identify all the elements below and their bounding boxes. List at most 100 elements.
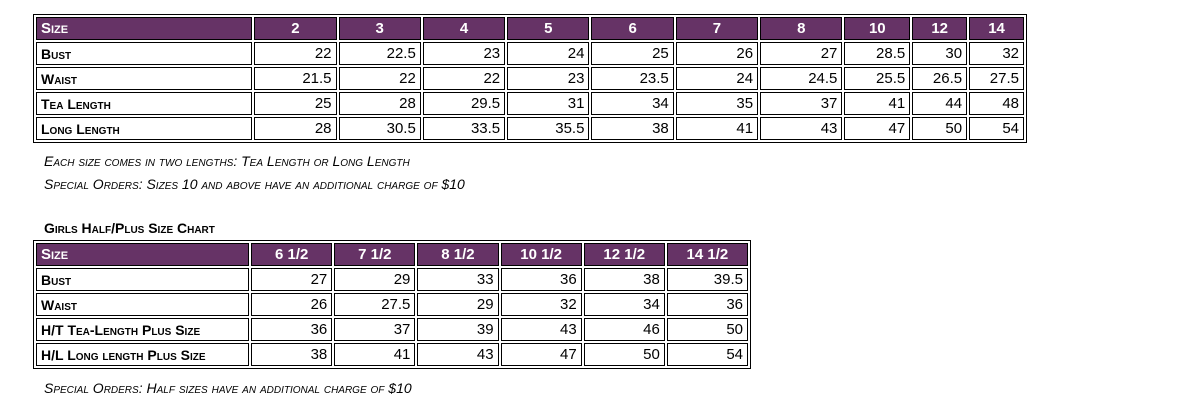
cell-value: 54	[969, 117, 1024, 140]
cell-value: 41	[675, 117, 759, 140]
cell-value: 29.5	[422, 92, 506, 115]
cell-value: 47	[844, 117, 911, 140]
row-label: Bust	[36, 42, 253, 65]
cell-value: 25	[254, 92, 337, 115]
cell-value: 36	[666, 293, 748, 316]
cell-value: 46	[583, 318, 665, 341]
cell-value: 33	[417, 268, 499, 291]
table-row: H/T Tea-Length Plus Size 36 37 39 43 46 50	[36, 318, 748, 341]
row-label: Long Length	[36, 117, 253, 140]
header-size-4: 5	[507, 17, 590, 40]
header-row: Size 6 1/2 7 1/2 8 1/2 10 1/2 12 1/2 14 1/2	[36, 243, 748, 266]
cell-value: 30.5	[338, 117, 421, 140]
cell-value: 27.5	[334, 293, 416, 316]
header-size-1: 2	[254, 17, 337, 40]
cell-value: 26.5	[912, 67, 968, 90]
cell-value: 26	[251, 293, 333, 316]
cell-value: 24.5	[760, 67, 843, 90]
table-row: Bust 27 29 33 36 38 39.5	[36, 268, 748, 291]
cell-value: 27	[760, 42, 843, 65]
note-half-sizes: Special Orders: Half sizes have an addit…	[44, 380, 412, 396]
cell-value: 21.5	[254, 67, 337, 90]
row-label: H/L Long length Plus Size	[36, 343, 250, 366]
row-label: Bust	[36, 268, 250, 291]
header-size-1: 6 1/2	[251, 243, 333, 266]
note-special-orders: Special Orders: Sizes 10 and above have …	[44, 176, 465, 192]
row-label: Waist	[36, 293, 250, 316]
cell-value: 25.5	[844, 67, 911, 90]
cell-value: 24	[507, 42, 590, 65]
cell-value: 34	[583, 293, 665, 316]
cell-value: 35	[675, 92, 759, 115]
cell-value: 38	[583, 268, 665, 291]
half-plus-size-table: Size 6 1/2 7 1/2 8 1/2 10 1/2 12 1/2 14 1/2 Bus…	[33, 240, 751, 369]
cell-value: 22	[422, 67, 506, 90]
table-row: Waist 21.5 22 22 23 23.5 24 24.5 25.5 26.5 27.5	[36, 67, 1024, 90]
cell-value: 23.5	[591, 67, 674, 90]
cell-value: 36	[500, 268, 582, 291]
header-size-3: 8 1/2	[417, 243, 499, 266]
cell-value: 32	[500, 293, 582, 316]
header-size-8: 10	[844, 17, 911, 40]
row-label: Waist	[36, 67, 253, 90]
cell-value: 28	[338, 92, 421, 115]
header-size-4: 10 1/2	[500, 243, 582, 266]
cell-value: 29	[334, 268, 416, 291]
cell-value: 50	[583, 343, 665, 366]
cell-value: 39	[417, 318, 499, 341]
cell-value: 23	[422, 42, 506, 65]
cell-value: 43	[760, 117, 843, 140]
cell-value: 43	[417, 343, 499, 366]
note-lengths: Each size comes in two lengths: Tea Leng…	[44, 153, 410, 169]
header-row: Size 2 3 4 5 6 7 8 10 12 14	[36, 17, 1024, 40]
header-size-3: 4	[422, 17, 506, 40]
cell-value: 32	[969, 42, 1024, 65]
cell-value: 24	[675, 67, 759, 90]
header-size-2: 3	[338, 17, 421, 40]
cell-value: 48	[969, 92, 1024, 115]
cell-value: 28.5	[844, 42, 911, 65]
cell-value: 41	[334, 343, 416, 366]
cell-value: 37	[760, 92, 843, 115]
cell-value: 36	[251, 318, 333, 341]
header-size-5: 12 1/2	[583, 243, 665, 266]
cell-value: 33.5	[422, 117, 506, 140]
cell-value: 54	[666, 343, 748, 366]
size-chart-table: Size 2 3 4 5 6 7 8 10 12 14 Bust 22 22.5 23 24 25 26 27 28.…	[33, 14, 1027, 143]
cell-value: 25	[591, 42, 674, 65]
cell-value: 26	[675, 42, 759, 65]
cell-value: 41	[844, 92, 911, 115]
cell-value: 38	[251, 343, 333, 366]
cell-value: 38	[591, 117, 674, 140]
header-size-2: 7 1/2	[334, 243, 416, 266]
row-label: H/T Tea-Length Plus Size	[36, 318, 250, 341]
half-plus-chart-title: Girls Half/Plus Size Chart	[44, 220, 215, 236]
cell-value: 30	[912, 42, 968, 65]
cell-value: 22.5	[338, 42, 421, 65]
header-size-6: 14 1/2	[666, 243, 748, 266]
header-size-10: 14	[969, 17, 1024, 40]
cell-value: 37	[334, 318, 416, 341]
cell-value: 50	[666, 318, 748, 341]
cell-value: 27	[251, 268, 333, 291]
table-row: Long Length 28 30.5 33.5 35.5 38 41 43 47 50 54	[36, 117, 1024, 140]
cell-value: 44	[912, 92, 968, 115]
cell-value: 22	[254, 42, 337, 65]
table-row: H/L Long length Plus Size 38 41 43 47 50 54	[36, 343, 748, 366]
cell-value: 28	[254, 117, 337, 140]
table-row: Waist 26 27.5 29 32 34 36	[36, 293, 748, 316]
cell-value: 50	[912, 117, 968, 140]
header-size-5: 6	[591, 17, 674, 40]
cell-value: 31	[507, 92, 590, 115]
cell-value: 27.5	[969, 67, 1024, 90]
table-row: Tea Length 25 28 29.5 31 34 35 37 41 44 48	[36, 92, 1024, 115]
header-size-label: Size	[36, 243, 250, 266]
header-size-7: 8	[760, 17, 843, 40]
cell-value: 29	[417, 293, 499, 316]
cell-value: 34	[591, 92, 674, 115]
cell-value: 35.5	[507, 117, 590, 140]
cell-value: 39.5	[666, 268, 748, 291]
header-size-label: Size	[36, 17, 253, 40]
cell-value: 47	[500, 343, 582, 366]
table-row: Bust 22 22.5 23 24 25 26 27 28.5 30 32	[36, 42, 1024, 65]
